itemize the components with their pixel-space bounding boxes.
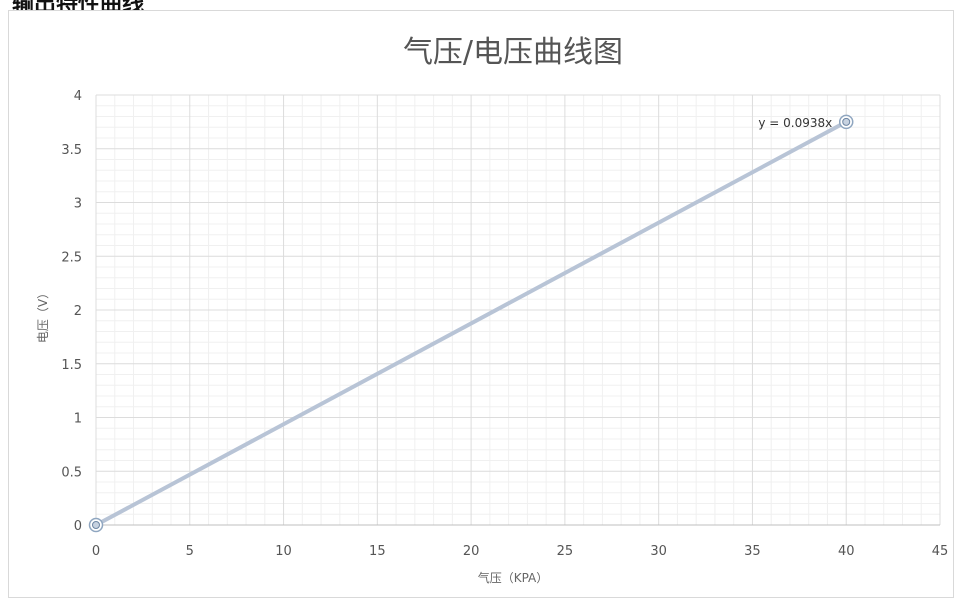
y-axis-title: 电压（V）	[36, 287, 50, 343]
y-tick-label: 1.5	[61, 358, 82, 373]
series-line	[94, 119, 849, 527]
x-tick-label: 10	[275, 544, 292, 559]
y-tick-label: 0	[74, 519, 82, 534]
x-tick-label: 25	[557, 544, 574, 559]
page-heading: 输出特性曲线	[12, 0, 144, 10]
x-tick-label: 0	[92, 544, 100, 559]
x-tick-label: 40	[838, 544, 855, 559]
x-tick-label: 30	[650, 544, 667, 559]
x-axis-title: 气压（KPA）	[478, 570, 549, 585]
x-tick-label: 35	[744, 544, 761, 559]
y-tick-label: 4	[74, 89, 82, 104]
x-tick-label: 15	[369, 544, 386, 559]
y-tick-label: 2	[74, 304, 82, 319]
y-tick-label: 2.5	[61, 250, 82, 265]
trendline-equation: y = 0.0938x	[758, 116, 832, 130]
data-point-inner	[842, 117, 851, 126]
x-tick-label: 20	[463, 544, 480, 559]
page-heading-strip: 输出特性曲线	[0, 0, 960, 10]
chart-title: 气压/电压曲线图	[403, 35, 623, 70]
x-tick-label: 45	[932, 544, 949, 559]
x-tick-label: 5	[186, 544, 194, 559]
y-tick-label: 3.5	[61, 143, 82, 158]
y-tick-label: 3	[74, 197, 82, 212]
data-point-inner	[92, 521, 100, 529]
y-tick-label: 1	[74, 412, 82, 427]
y-tick-label: 0.5	[61, 465, 82, 480]
